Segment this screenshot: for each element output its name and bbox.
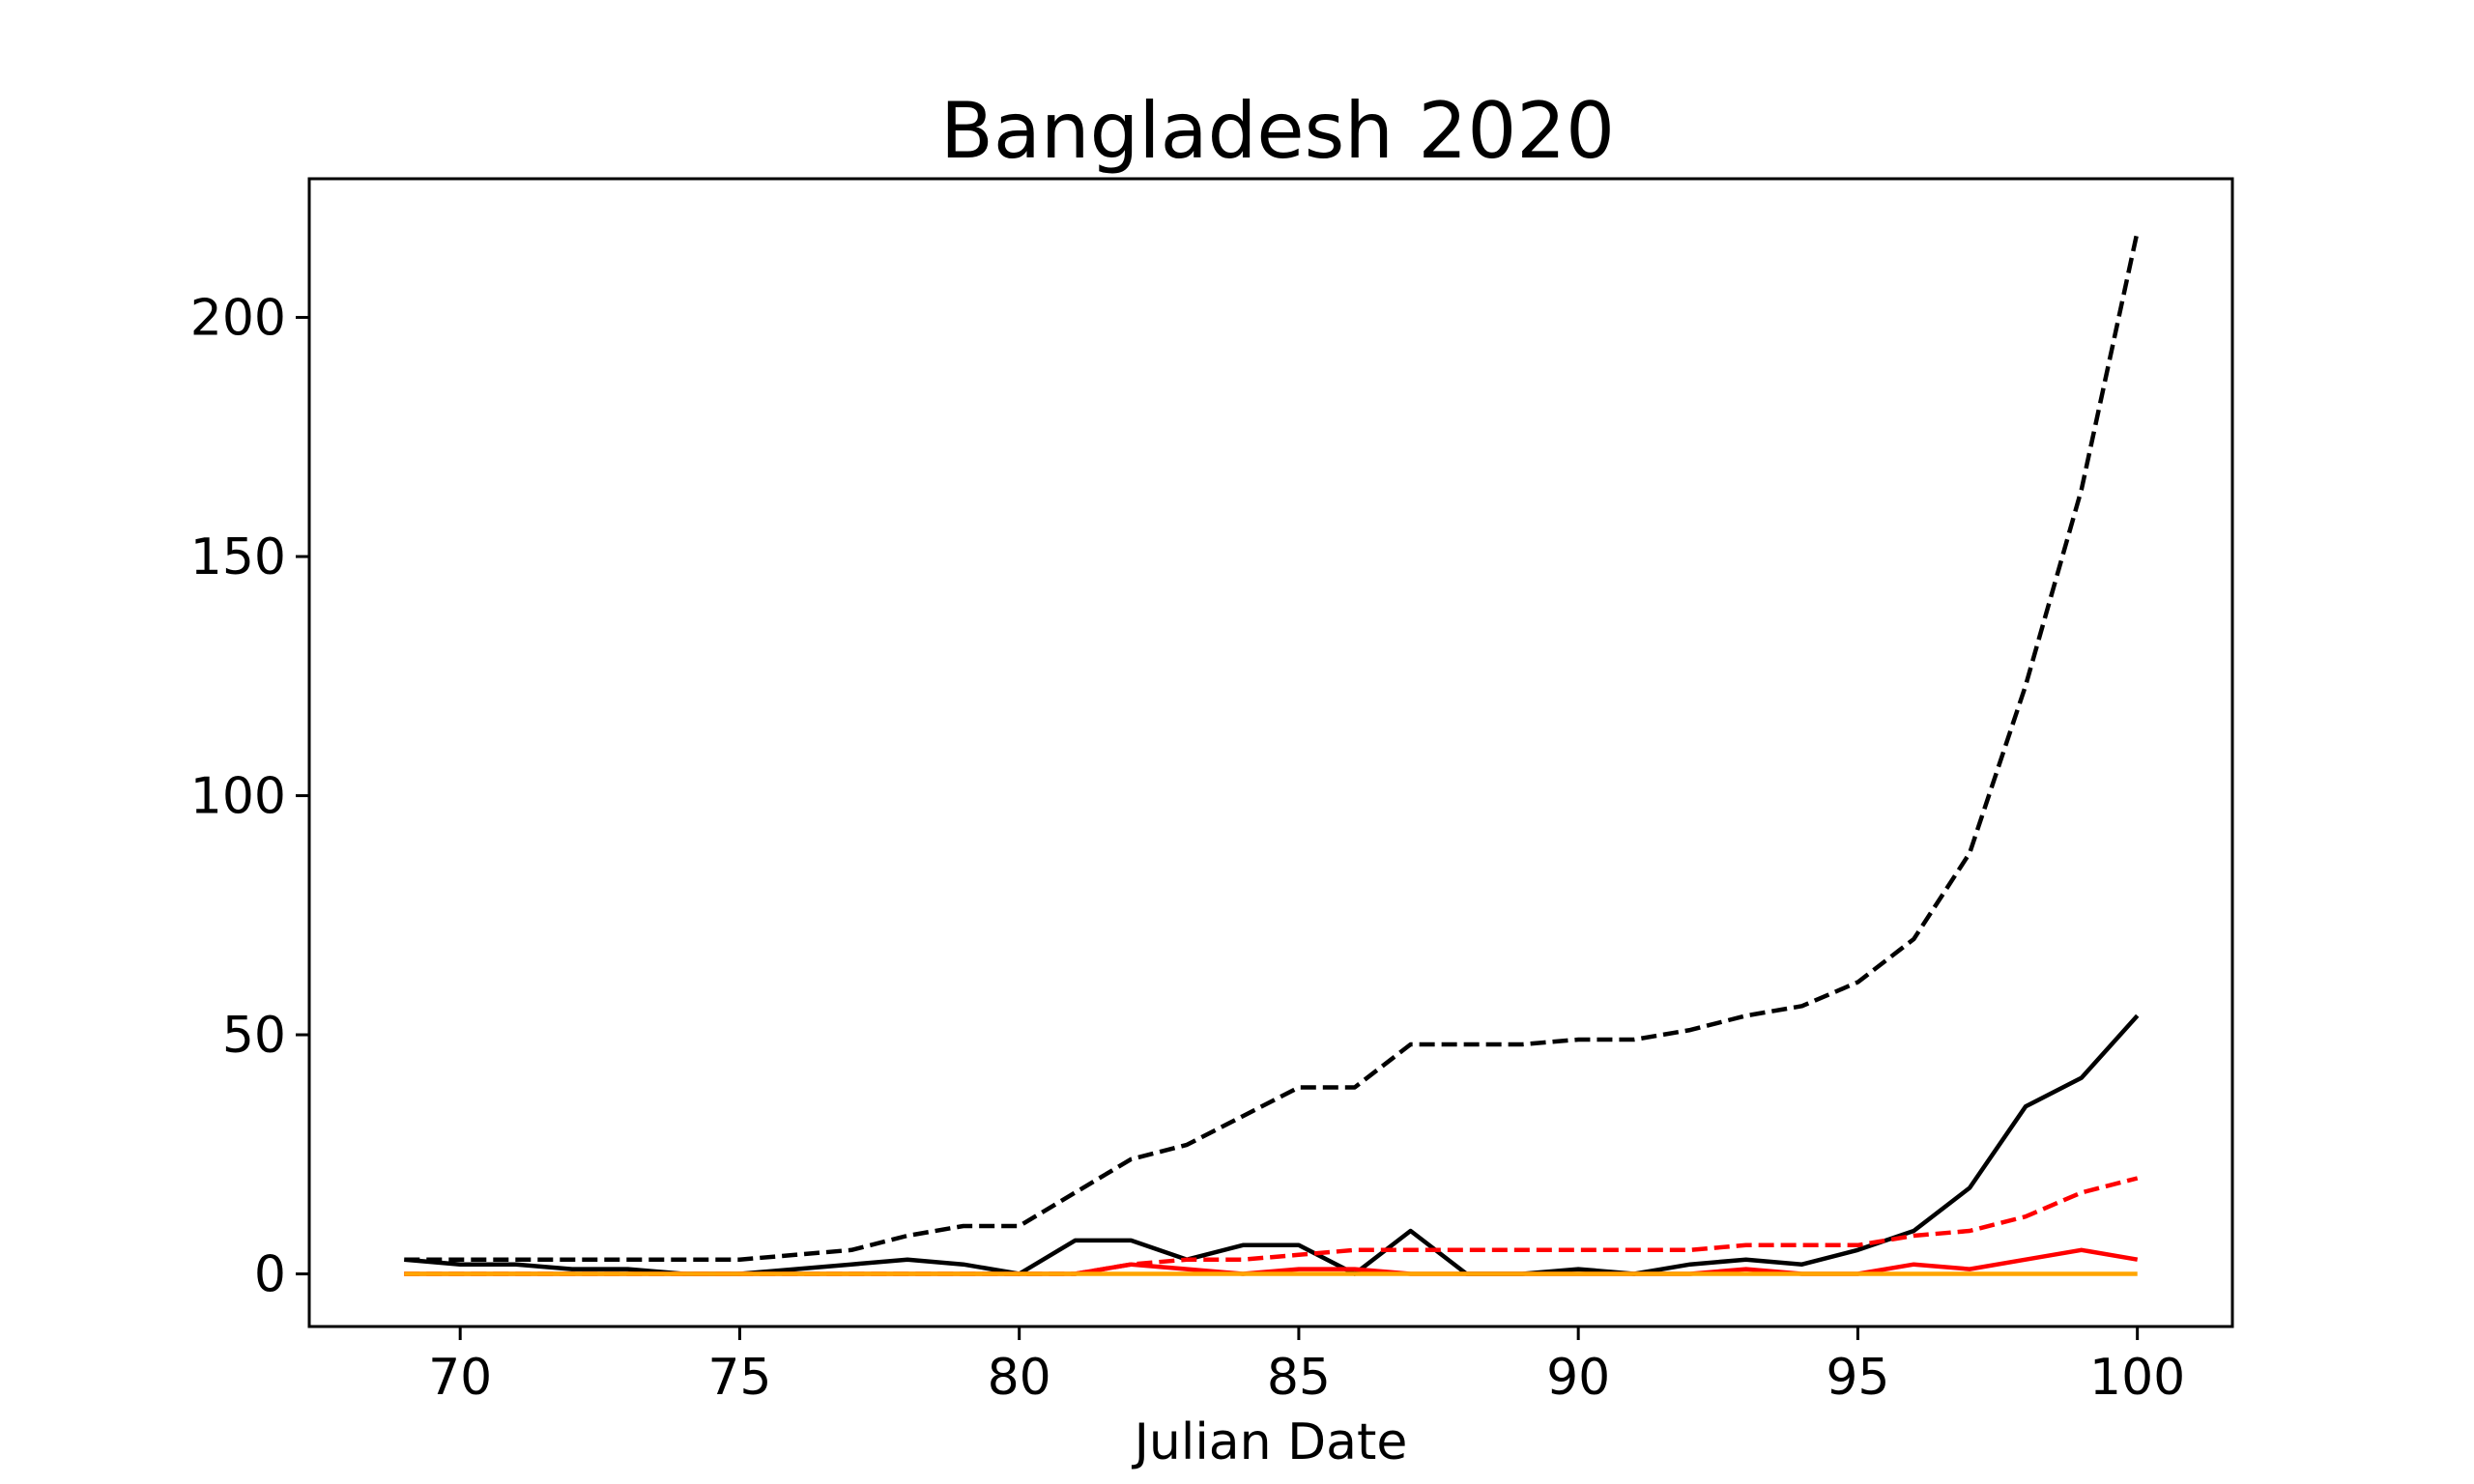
x-axis: 70 75 80 85 90 95 100 [428, 1327, 2185, 1407]
x-tick-label: 80 [988, 1349, 1051, 1407]
y-tick-label: 150 [190, 528, 286, 586]
chart-title: Bangladesh 2020 [940, 86, 1615, 176]
plot-frame [307, 177, 2234, 1328]
x-axis-label: Julian Date [1132, 1413, 1408, 1471]
y-tick-label: 0 [254, 1246, 286, 1304]
series-line-1 [404, 231, 2140, 1262]
y-tick-label: 200 [190, 290, 286, 348]
x-tick-label: 75 [707, 1349, 771, 1407]
x-tick-label: 100 [2089, 1349, 2185, 1407]
series-line-2 [404, 1013, 2140, 1276]
series-layer [404, 231, 2140, 1276]
x-tick-label: 95 [1826, 1349, 1889, 1407]
y-tick-label: 50 [222, 1007, 286, 1065]
y-axis: 0 50 100 150 200 [190, 290, 309, 1304]
series-line-3 [404, 1176, 2139, 1276]
x-tick-label: 90 [1546, 1349, 1610, 1407]
x-tick-label: 70 [428, 1349, 492, 1407]
y-tick-label: 100 [190, 768, 286, 826]
x-tick-label: 85 [1267, 1349, 1331, 1407]
